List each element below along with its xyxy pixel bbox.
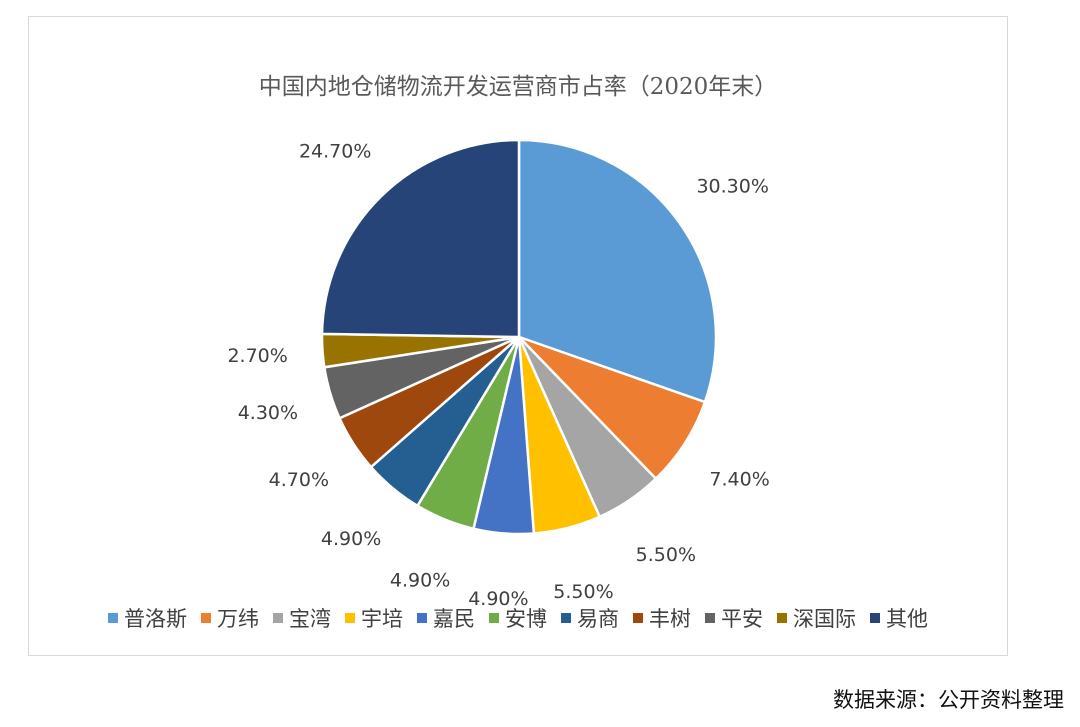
legend-item-9: 深国际 <box>777 603 856 633</box>
legend-swatch-9 <box>777 613 787 623</box>
legend-swatch-10 <box>870 613 880 623</box>
legend-label-8: 平安 <box>721 607 763 631</box>
slice-data-label-0: 30.30% <box>696 175 768 197</box>
pie-slice-10 <box>320 138 521 339</box>
slice-data-label-10: 24.70% <box>299 140 371 162</box>
legend-swatch-5 <box>489 613 499 623</box>
legend-swatch-6 <box>561 613 571 623</box>
chart-frame: 中国内地仓储物流开发运营商市占率（2020年末） 30.30% 7.40% 5.50… <box>28 16 1008 656</box>
legend-swatch-2 <box>273 613 283 623</box>
legend-label-1: 万纬 <box>217 607 259 631</box>
slice-data-label-1: 7.40% <box>709 468 769 490</box>
legend-item-7: 丰树 <box>633 603 691 633</box>
legend-label-0: 普洛斯 <box>124 607 187 631</box>
legend-swatch-3 <box>345 613 355 623</box>
chart-title: 中国内地仓储物流开发运营商市占率（2020年末） <box>258 74 778 100</box>
slice-data-label-2: 5.50% <box>636 544 696 566</box>
slice-data-label-8: 4.30% <box>238 402 298 424</box>
slice-data-label-3: 5.50% <box>553 581 613 603</box>
pie-slice-0 <box>517 138 718 404</box>
legend-swatch-4 <box>417 613 427 623</box>
legend-label-7: 丰树 <box>649 607 691 631</box>
slice-data-label-4: 4.90% <box>468 588 528 610</box>
legend-swatch-8 <box>705 613 715 623</box>
legend-item-3: 宇培 <box>345 603 403 633</box>
legend-label-3: 宇培 <box>361 607 403 631</box>
legend-label-4: 嘉民 <box>433 607 475 631</box>
legend-item-8: 平安 <box>705 603 763 633</box>
legend-item-4: 嘉民 <box>417 603 475 633</box>
slice-data-label-5: 4.90% <box>390 570 450 592</box>
legend-item-6: 易商 <box>561 603 619 633</box>
legend-label-6: 易商 <box>577 607 619 631</box>
legend-swatch-1 <box>201 613 211 623</box>
chart-legend: 普洛斯 万纬 宝湾 宇培 嘉民 安博 易商 丰树 平安 深国际 其他 <box>29 603 1007 633</box>
legend-item-0: 普洛斯 <box>108 603 187 633</box>
legend-item-1: 万纬 <box>201 603 259 633</box>
legend-swatch-7 <box>633 613 643 623</box>
legend-item-10: 其他 <box>870 603 928 633</box>
legend-swatch-0 <box>108 613 118 623</box>
legend-label-9: 深国际 <box>793 607 856 631</box>
slice-data-label-9: 2.70% <box>227 345 287 367</box>
legend-label-2: 宝湾 <box>289 607 331 631</box>
legend-item-2: 宝湾 <box>273 603 331 633</box>
legend-label-10: 其他 <box>886 607 928 631</box>
slice-data-label-7: 4.70% <box>269 469 329 491</box>
pie-chart: 30.30% 7.40% 5.50% 5.50% 4.90% 4.90% 4.90% 4.70… <box>227 138 770 610</box>
legend-label-5: 安博 <box>505 607 547 631</box>
data-source-note: 数据来源：公开资料整理 <box>833 688 1064 712</box>
slice-data-label-6: 4.90% <box>321 528 381 550</box>
legend-item-5: 安博 <box>489 603 547 633</box>
